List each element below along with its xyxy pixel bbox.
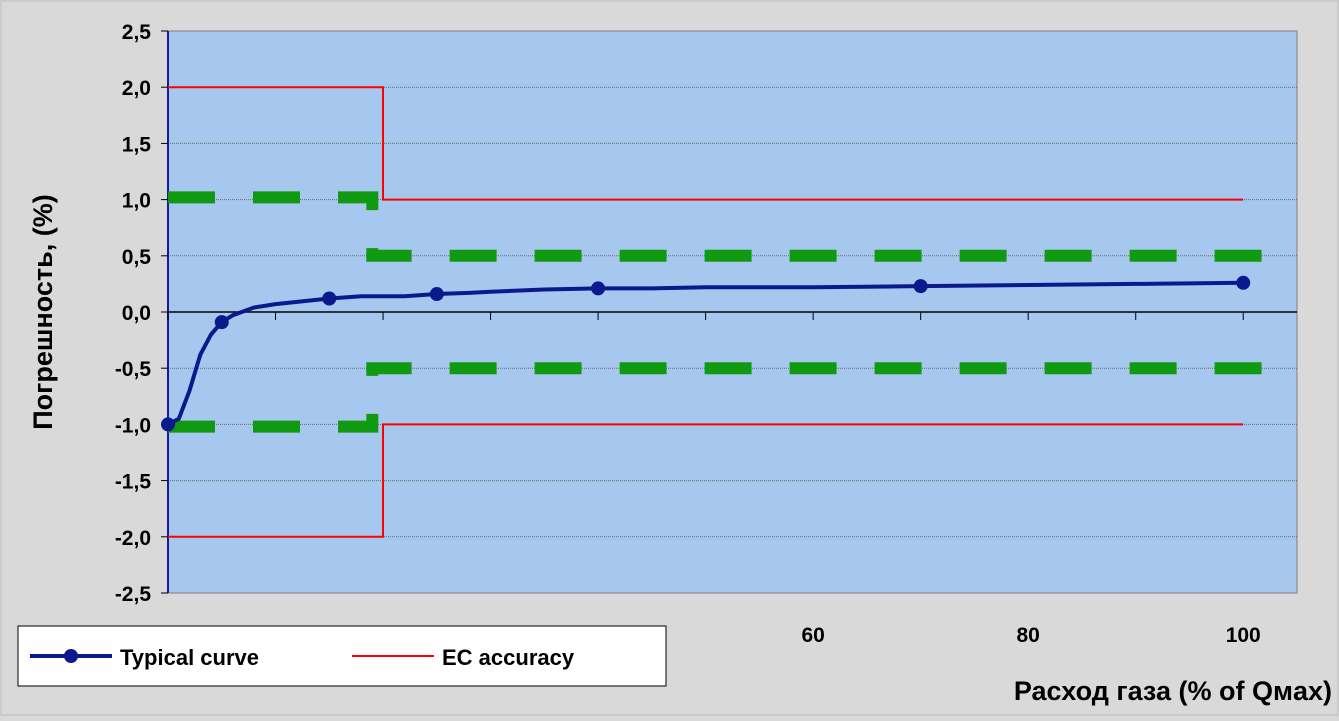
y-tick-label: 1,0 xyxy=(122,190,151,213)
y-tick-label: 0,5 xyxy=(122,246,152,269)
x-axis-label: Расход газа (% of Qмax) xyxy=(1014,676,1332,706)
typical-curve-marker xyxy=(322,291,337,306)
y-axis-label: Погрешность, (%) xyxy=(28,194,58,429)
y-tick-label: 2,0 xyxy=(122,77,151,100)
y-tick-label: -2,5 xyxy=(115,583,152,606)
y-tick-label: 2,5 xyxy=(122,21,152,44)
legend: Typical curve EC accuracy xyxy=(17,625,667,687)
y-tick-label: 1,5 xyxy=(122,133,152,156)
typical-curve-marker xyxy=(913,279,928,294)
typical-curve-marker xyxy=(429,287,444,302)
y-tick-label: -1,5 xyxy=(115,471,152,494)
legend-box xyxy=(17,625,667,687)
y-tick-label: -1,0 xyxy=(115,414,151,437)
legend-typical-marker xyxy=(64,649,78,663)
ec-accuracy-line xyxy=(168,86,1244,201)
typical-curve-marker xyxy=(214,315,229,330)
x-tick-label: 100 xyxy=(1226,624,1261,647)
legend-ec-label: EC accuracy xyxy=(442,645,575,670)
typical-curve-line xyxy=(167,280,1244,427)
y-tick-label: -2,0 xyxy=(115,527,151,550)
x-tick-label: 60 xyxy=(801,624,824,647)
x-tick-label: 80 xyxy=(1017,624,1040,647)
dashed-limit-line xyxy=(168,191,1297,262)
typical-curve-marker xyxy=(1236,275,1251,290)
typical-curve-marker xyxy=(161,417,175,432)
legend-typical-label: Typical curve xyxy=(120,645,259,670)
typical-curve-marker xyxy=(591,281,606,296)
ec-accuracy-line xyxy=(168,423,1244,538)
y-tick-label: 0,0 xyxy=(122,302,151,325)
y-tick-label: -0,5 xyxy=(115,358,152,381)
series xyxy=(161,86,1297,538)
dashed-limit-line xyxy=(168,362,1297,433)
